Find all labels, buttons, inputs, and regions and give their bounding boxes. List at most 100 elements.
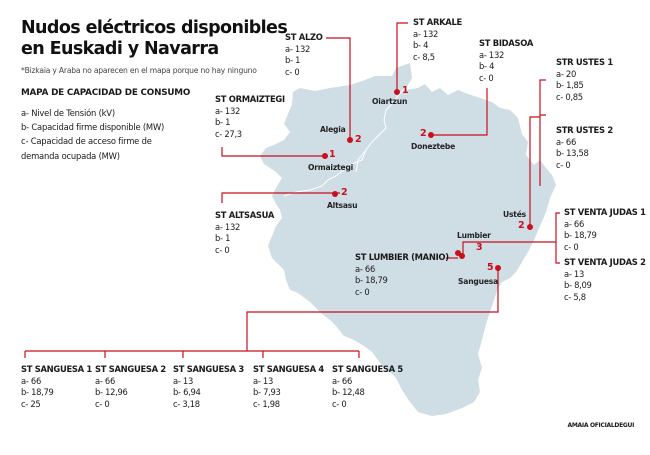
province-border [283,87,406,197]
value-a: a- 66 [21,375,41,386]
value-c: c- 0 [355,287,370,298]
substation-name: ST SANGUESA 5 [332,364,403,374]
count-oiartzun: 1 [402,85,409,96]
value-b: b- 1 [215,117,231,128]
dot-ormaiztegi [322,153,328,159]
substation-name: ST SANGUESA 2 [95,364,166,374]
value-b: b- 4 [413,40,429,51]
legend: a- Nivel de Tensión (kV) b- Capacidad fi… [21,106,181,163]
value-a: a- 132 [215,105,241,116]
value-a: a- 66 [355,263,375,274]
dot-oiartzun [394,89,400,95]
value-b: b- 12,48 [332,387,365,398]
substation-sanguesa-5: ST SANGUESA 5 a- 66 b- 12,48 c- 0 [332,364,403,411]
value-c: c- 1,98 [253,399,280,410]
value-c: c- 0 [556,160,571,171]
substation-altsasua: ST ALTSASUA a- 132 b- 1 c- 0 [215,210,274,257]
value-c: c- 5,8 [564,292,586,303]
dot-doneztebe [428,132,434,138]
location-dots [322,89,533,271]
substation-name: ST SANGUESA 1 [21,364,92,374]
town-altsasu: Altsasu [327,201,358,210]
value-b: b- 1 [285,55,301,66]
value-b: b- 18,79 [21,387,54,398]
substation-name: ST VENTA JUDAS 2 [564,257,646,267]
value-c: c- 0 [285,67,300,78]
town-doneztebe: Doneztebe [411,142,456,151]
value-a: a- 132 [215,221,241,232]
substation-name: ST ALZO [285,32,323,42]
leader-ormaiztegi [221,147,325,157]
substation-name: ST SANGUESA 3 [173,364,244,374]
value-a: a- 66 [95,375,115,386]
leader-lines [24,22,560,358]
value-b: b- 7,93 [253,387,281,398]
page-title: Nudos eléctricos disponibles en Euskadi … [21,18,288,60]
value-a: a- 66 [564,218,584,229]
substation-name: ST BIDASOA [479,38,534,48]
count-altsasu: 2 [341,187,348,198]
count-lumbier: 3 [476,242,483,253]
dot-ustes [527,224,533,230]
legend-a: a- Nivel de Tensión (kV) [21,108,115,118]
leader-ustes [529,79,546,226]
title-line-2: en Euskadi y Navarra [21,39,219,59]
author-credit: AMAIA OFICIALDEGUI [567,422,635,429]
substation-name: ST ALTSASUA [215,210,275,220]
value-c: c- 0,85 [556,92,583,103]
substation-name: ST ORMAIZTEGI [215,94,285,104]
value-a: a- 66 [556,136,576,147]
count-doneztebe: 2 [420,128,427,139]
substation-alzo: ST ALZO a- 132 b- 1 c- 0 [285,32,323,79]
town-lumbier: Lumbier [457,231,491,240]
value-c: c- 0 [215,245,230,256]
legend-b: b- Capacidad firme disponible (MW) [21,122,165,133]
substation-name: STR USTES 1 [556,57,613,67]
substation-ustes-1: STR USTES 1 a- 20 b- 1,85 c- 0,85 [556,57,613,104]
substation-sanguesa-3: ST SANGUESA 3 a- 13 b- 6,94 c- 3,18 [173,364,244,411]
value-c: c- 0 [95,399,110,410]
leader-venta-judas [462,212,560,264]
value-b: b- 6,94 [173,387,201,398]
dot-altsasu [332,191,338,197]
town-ustes: Ustés [503,210,526,219]
substation-venta-judas-2: ST VENTA JUDAS 2 a- 13 b- 8,09 c- 5,8 [564,257,646,304]
value-a: a- 132 [413,28,439,39]
dot-alegia [347,137,353,143]
value-c: c- 3,18 [173,399,200,410]
count-alegia: 2 [355,134,362,145]
title-line-1: Nudos eléctricos disponibles [21,18,288,38]
count-sanguesa: 5 [487,262,494,273]
substation-name: ST ARKALE [413,17,462,27]
leader-bidasoa [432,88,488,136]
substation-sanguesa-2: ST SANGUESA 2 a- 66 b- 12,96 c- 0 [95,364,166,411]
value-a: a- 13 [173,375,193,386]
count-ustes: 2 [518,220,525,231]
value-a: a- 13 [253,375,273,386]
value-c: c- 0 [479,73,494,84]
value-b: b- 8,09 [564,280,592,291]
value-c: c- 8,5 [413,52,435,63]
value-c: c- 0 [564,242,579,253]
substation-lumbier-manio: ST LUMBIER (MANIO) a- 66 b- 18,79 c- 0 [355,252,449,299]
town-oiartzun: Oiartzun [372,97,408,106]
leader-altsasua [221,192,340,203]
substation-name: ST VENTA JUDAS 1 [564,207,646,217]
legend-c-line2: demanda ocupada (MW) [21,150,120,161]
town-sanguesa: Sanguesa [458,277,499,286]
value-b: b- 1 [215,233,231,244]
value-a: a- 132 [285,43,311,54]
legend-c-line1: c- Capacidad de acceso firme de [21,136,152,147]
substation-bidasoa: ST BIDASOA a- 132 b- 4 c- 0 [479,38,533,85]
value-c: c- 0 [332,399,347,410]
value-b: b- 18,79 [355,275,388,286]
value-c: c- 27,3 [215,129,242,140]
value-a: a- 13 [564,268,584,279]
leader-arkale [396,22,408,91]
town-alegia: Alegia [320,125,346,134]
substation-sanguesa-4: ST SANGUESA 4 a- 13 b- 7,93 c- 1,98 [253,364,324,411]
region-border [355,149,367,173]
dot-lumbier-b [459,253,465,259]
value-b: b- 18,79 [564,230,597,241]
